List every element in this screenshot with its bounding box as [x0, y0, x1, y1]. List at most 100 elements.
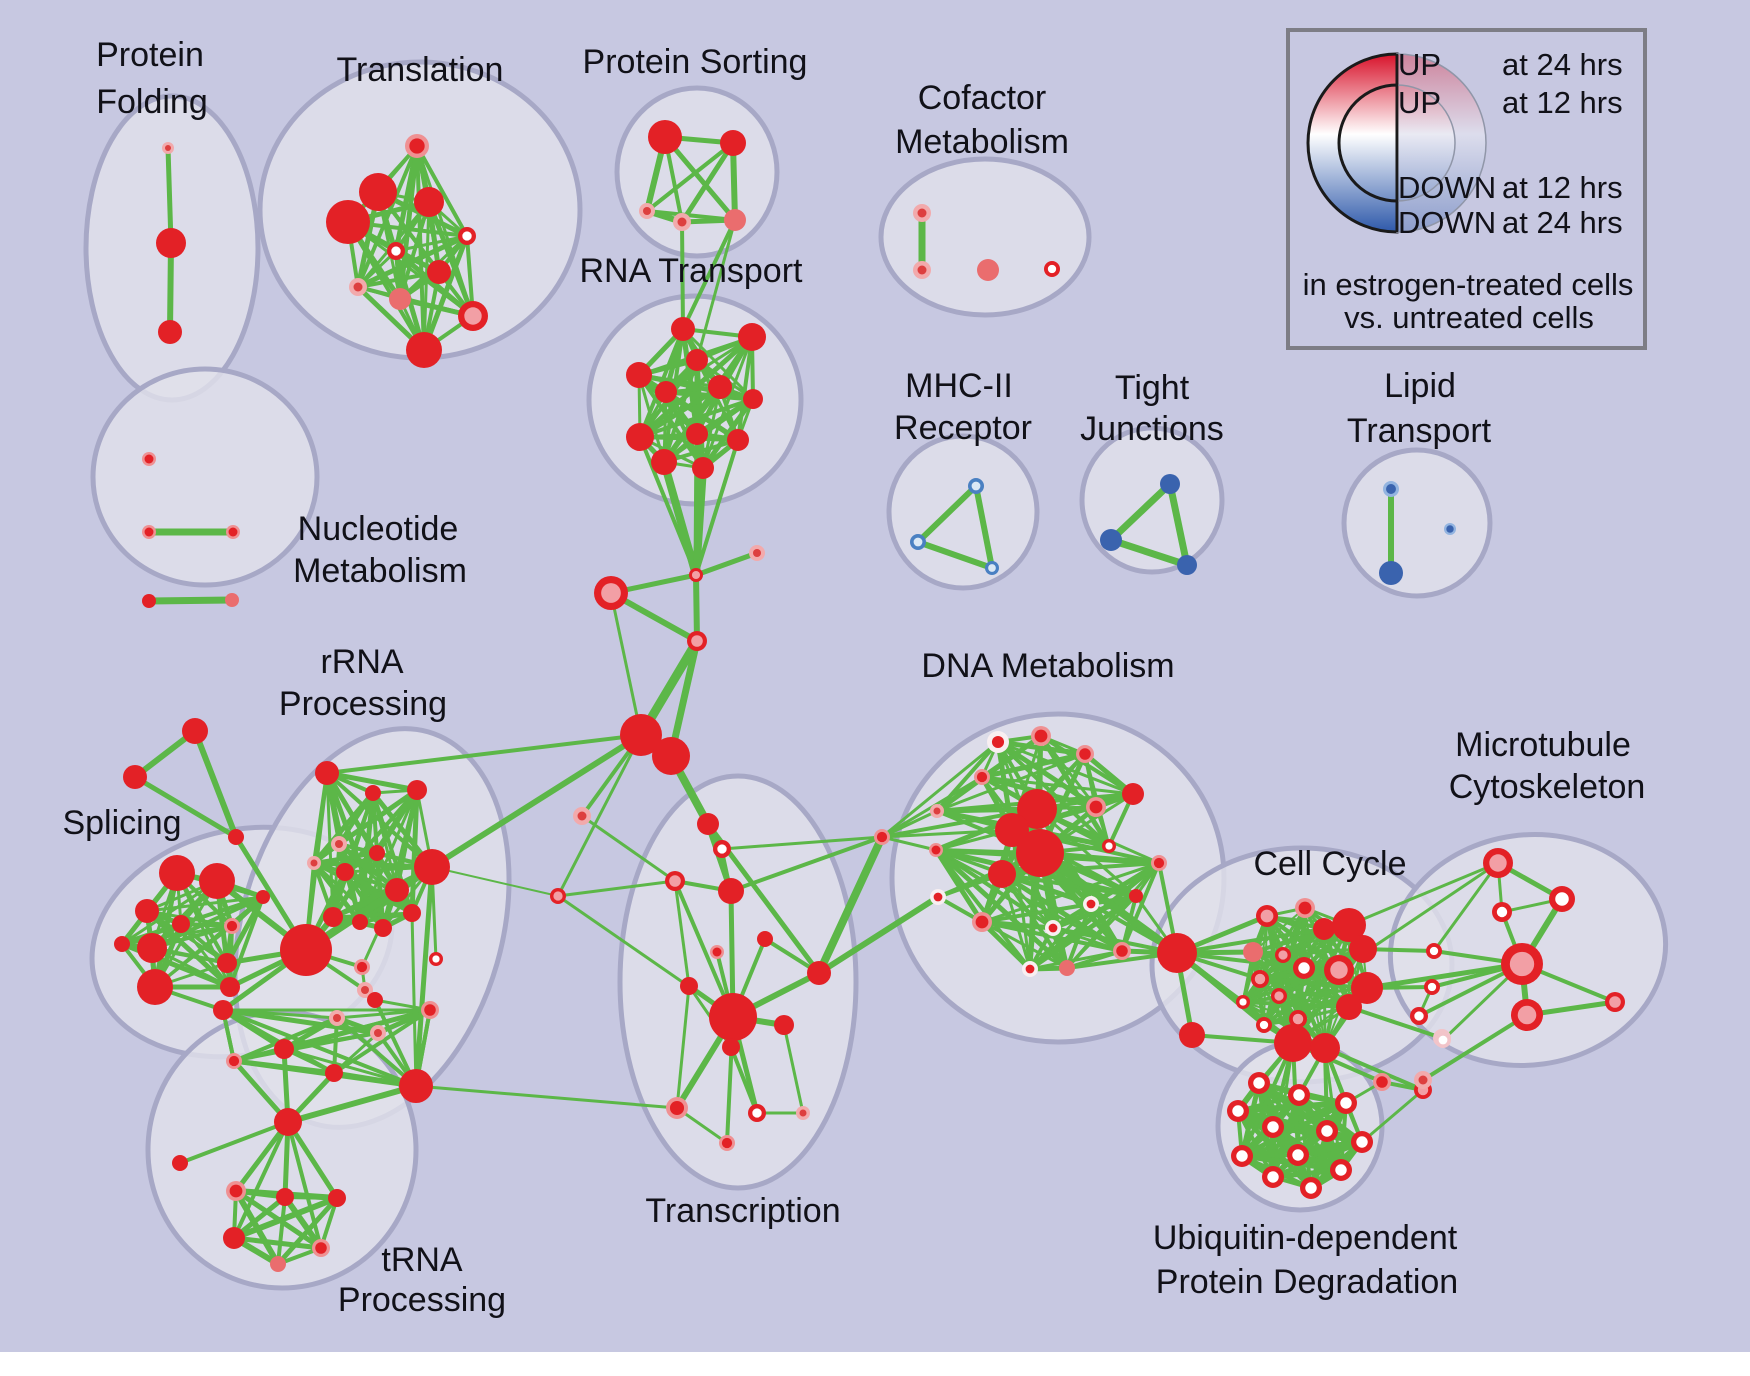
- gene-node[interactable]: [988, 860, 1016, 888]
- gene-node[interactable]: [1262, 1166, 1284, 1188]
- gene-node[interactable]: [331, 836, 347, 852]
- gene-node[interactable]: [655, 381, 677, 403]
- gene-node[interactable]: [995, 813, 1029, 847]
- gene-node[interactable]: [159, 855, 195, 891]
- gene-node[interactable]: [223, 1227, 245, 1249]
- gene-node[interactable]: [639, 203, 655, 219]
- gene-node[interactable]: [1100, 529, 1122, 551]
- gene-node[interactable]: [722, 1038, 740, 1056]
- gene-node[interactable]: [213, 1000, 233, 1020]
- gene-node[interactable]: [352, 914, 368, 930]
- gene-node[interactable]: [276, 1188, 294, 1206]
- gene-node[interactable]: [328, 1189, 346, 1207]
- gene-node[interactable]: [1179, 1022, 1205, 1048]
- gene-node[interactable]: [1351, 1131, 1373, 1153]
- gene-node[interactable]: [1122, 783, 1144, 805]
- gene-node[interactable]: [1102, 839, 1116, 853]
- gene-node[interactable]: [1410, 1007, 1428, 1025]
- gene-node[interactable]: [1332, 908, 1366, 942]
- gene-node[interactable]: [274, 1108, 302, 1136]
- gene-node[interactable]: [389, 288, 411, 310]
- gene-node[interactable]: [156, 228, 186, 258]
- gene-node[interactable]: [1492, 902, 1512, 922]
- gene-node[interactable]: [1151, 855, 1167, 871]
- gene-node[interactable]: [458, 227, 476, 245]
- gene-node[interactable]: [666, 1097, 688, 1119]
- gene-node[interactable]: [671, 317, 695, 341]
- gene-node[interactable]: [743, 389, 763, 409]
- gene-node[interactable]: [370, 1025, 386, 1041]
- gene-node[interactable]: [550, 888, 566, 904]
- gene-node[interactable]: [414, 187, 444, 217]
- gene-node[interactable]: [974, 769, 990, 785]
- gene-node[interactable]: [403, 904, 421, 922]
- gene-node[interactable]: [357, 982, 373, 998]
- gene-node[interactable]: [1076, 745, 1094, 763]
- gene-node[interactable]: [226, 1053, 242, 1069]
- gene-node[interactable]: [738, 323, 766, 351]
- gene-node[interactable]: [1351, 972, 1383, 1004]
- gene-node[interactable]: [1511, 999, 1543, 1031]
- gene-node[interactable]: [972, 912, 992, 932]
- gene-node[interactable]: [220, 977, 240, 997]
- gene-node[interactable]: [374, 919, 392, 937]
- gene-node[interactable]: [697, 813, 719, 835]
- gene-node[interactable]: [114, 936, 130, 952]
- gene-node[interactable]: [1086, 797, 1106, 817]
- gene-node[interactable]: [228, 829, 244, 845]
- gene-node[interactable]: [1287, 1144, 1309, 1166]
- gene-node[interactable]: [1324, 955, 1354, 985]
- gene-node[interactable]: [749, 545, 765, 561]
- gene-node[interactable]: [1349, 935, 1377, 963]
- gene-node[interactable]: [405, 134, 429, 158]
- gene-node[interactable]: [1256, 905, 1278, 927]
- gene-node[interactable]: [652, 737, 690, 775]
- gene-node[interactable]: [1262, 1116, 1284, 1138]
- gene-node[interactable]: [796, 1106, 810, 1120]
- gene-node[interactable]: [315, 761, 339, 785]
- gene-node[interactable]: [123, 765, 147, 789]
- gene-node[interactable]: [162, 142, 174, 154]
- gene-node[interactable]: [1293, 957, 1315, 979]
- gene-node[interactable]: [172, 915, 190, 933]
- gene-node[interactable]: [158, 320, 182, 344]
- gene-node[interactable]: [626, 362, 652, 388]
- gene-node[interactable]: [718, 878, 744, 904]
- gene-node[interactable]: [648, 120, 682, 154]
- gene-node[interactable]: [1313, 918, 1335, 940]
- gene-node[interactable]: [1227, 1100, 1249, 1122]
- gene-node[interactable]: [1177, 555, 1197, 575]
- gene-node[interactable]: [1083, 896, 1099, 912]
- gene-node[interactable]: [1016, 829, 1064, 877]
- gene-node[interactable]: [135, 899, 159, 923]
- gene-node[interactable]: [713, 840, 731, 858]
- gene-node[interactable]: [913, 261, 931, 279]
- gene-node[interactable]: [686, 423, 708, 445]
- gene-node[interactable]: [673, 213, 691, 231]
- gene-node[interactable]: [594, 576, 628, 610]
- gene-node[interactable]: [1426, 943, 1442, 959]
- gene-node[interactable]: [913, 204, 931, 222]
- gene-node[interactable]: [977, 259, 999, 281]
- gene-node[interactable]: [620, 714, 662, 756]
- gene-node[interactable]: [710, 945, 724, 959]
- gene-node[interactable]: [748, 1104, 766, 1122]
- gene-node[interactable]: [1231, 1145, 1253, 1167]
- gene-node[interactable]: [329, 1010, 345, 1026]
- gene-node[interactable]: [323, 907, 343, 927]
- gene-node[interactable]: [1435, 1032, 1451, 1048]
- gene-node[interactable]: [1256, 1017, 1272, 1033]
- gene-node[interactable]: [1045, 920, 1061, 936]
- gene-node[interactable]: [1289, 1010, 1307, 1028]
- gene-node[interactable]: [1251, 970, 1269, 988]
- gene-node[interactable]: [336, 863, 354, 881]
- gene-node[interactable]: [987, 731, 1009, 753]
- gene-node[interactable]: [687, 631, 707, 651]
- gene-node[interactable]: [1335, 1092, 1357, 1114]
- gene-node[interactable]: [1157, 933, 1197, 973]
- gene-node[interactable]: [359, 173, 397, 211]
- gene-node[interactable]: [1275, 947, 1291, 963]
- gene-node[interactable]: [807, 961, 831, 985]
- gene-node[interactable]: [720, 130, 746, 156]
- gene-node[interactable]: [365, 785, 381, 801]
